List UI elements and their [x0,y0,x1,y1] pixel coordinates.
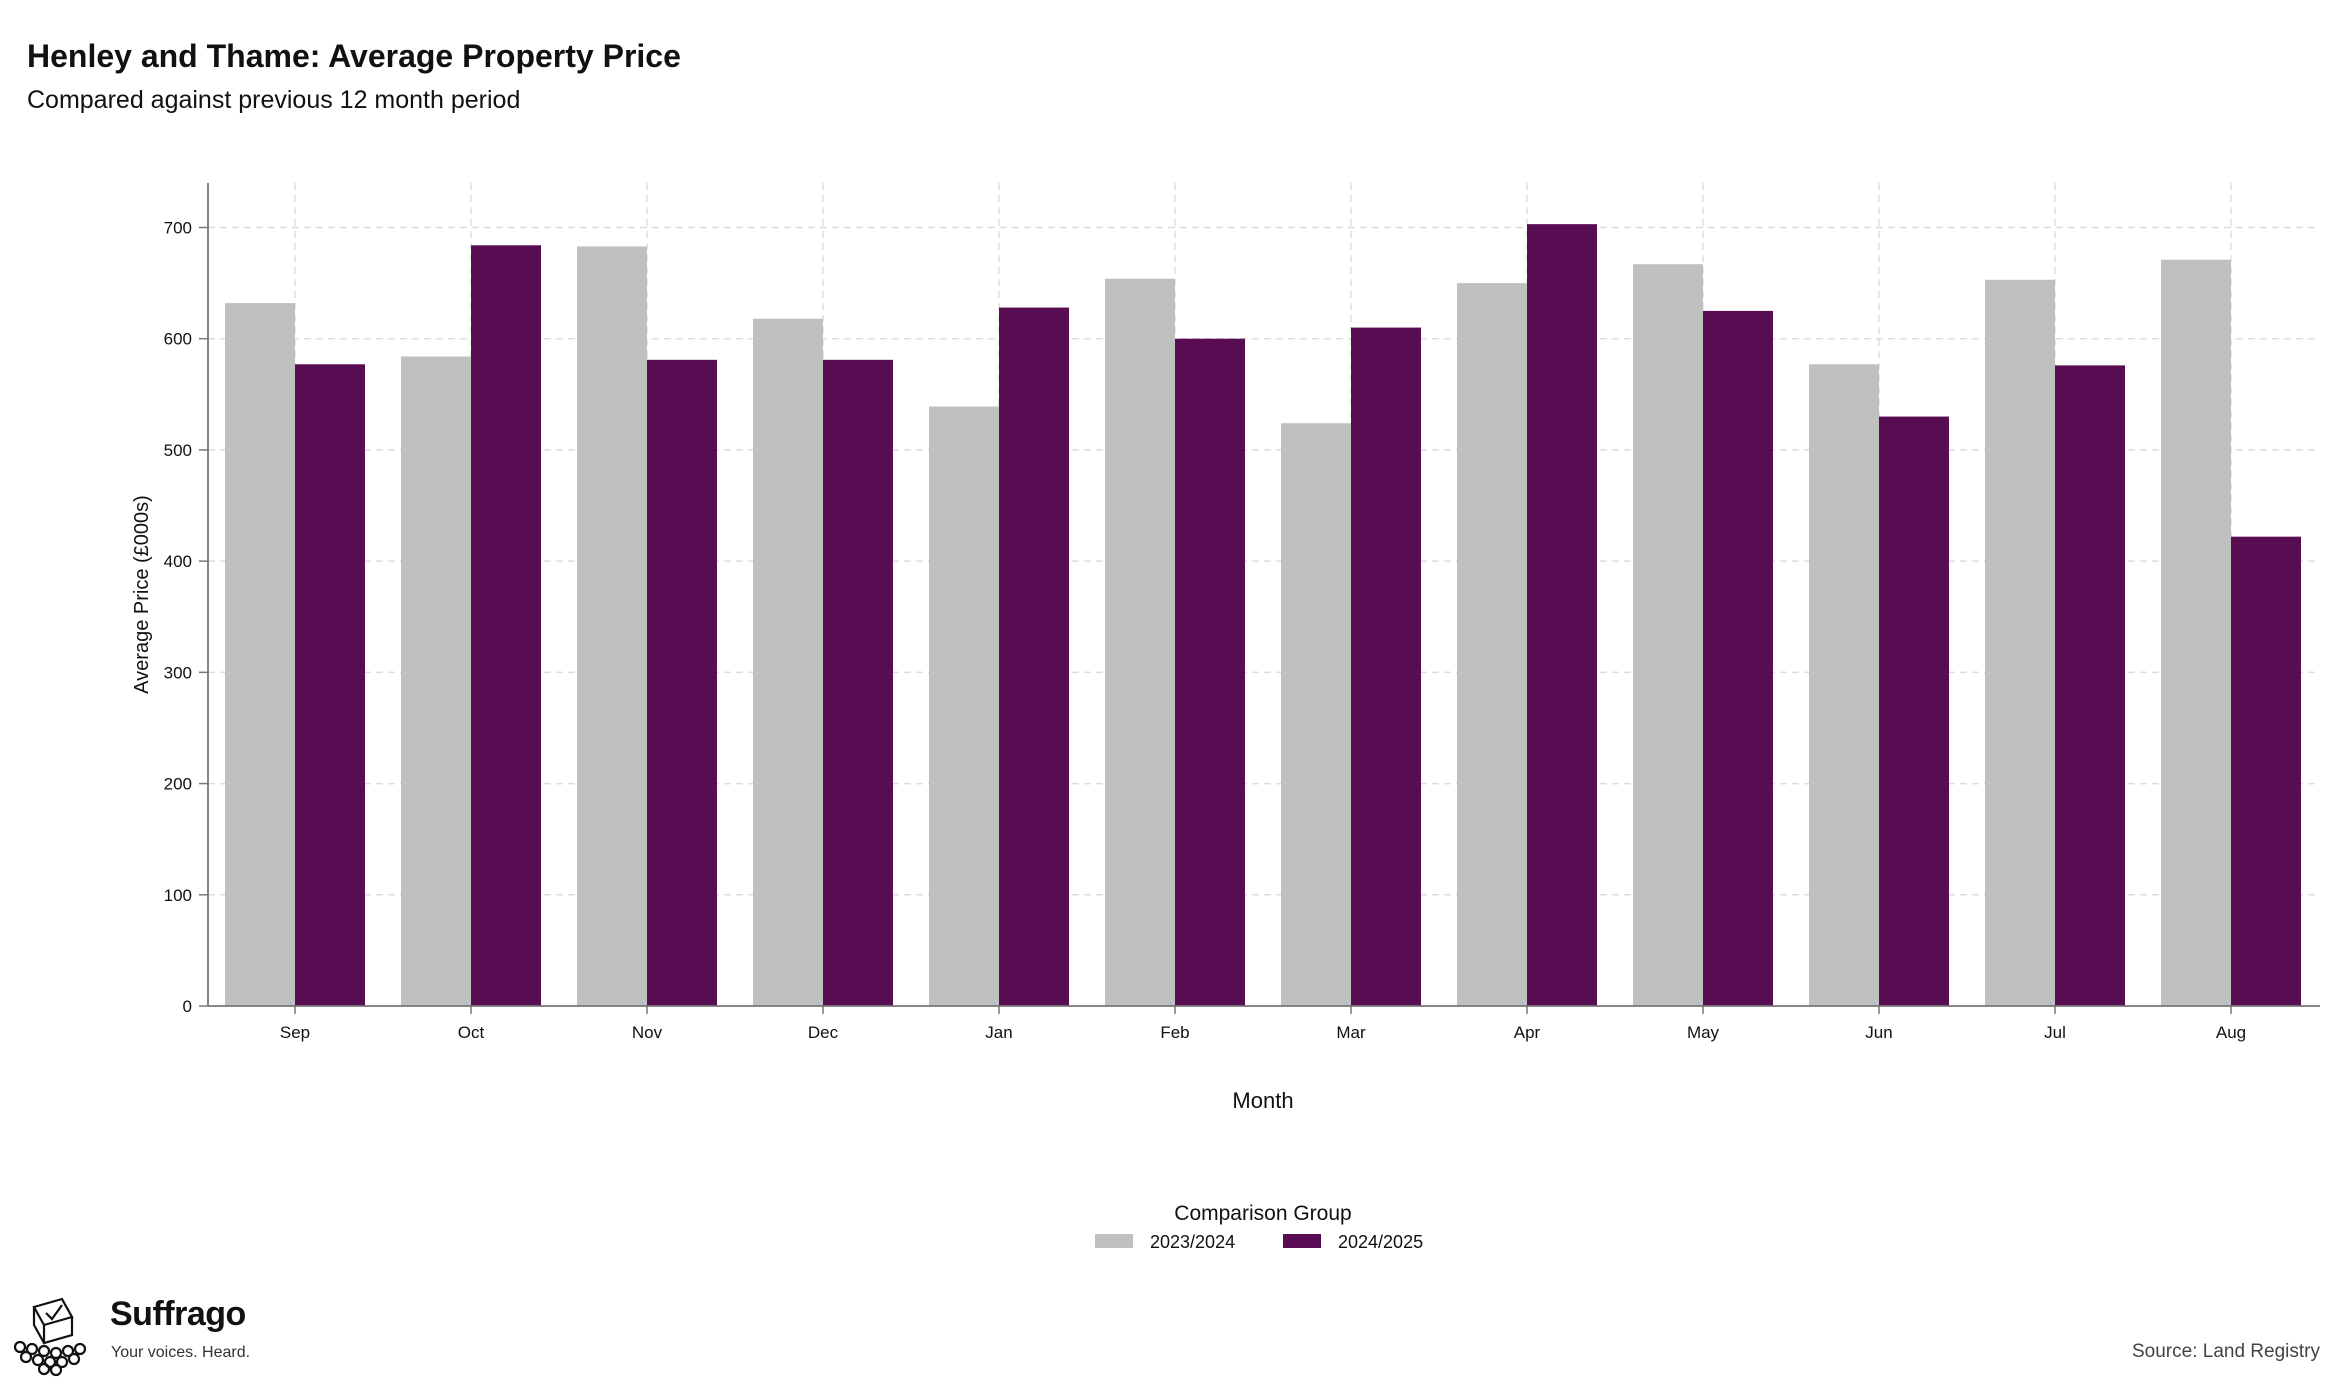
bar-2023-2024-Oct [401,356,471,1006]
x-tick-label: Mar [1336,1023,1366,1042]
axes-layer [199,183,2320,1014]
x-tick-label: May [1687,1023,1720,1042]
bar-2023-2024-May [1633,264,1703,1006]
bar-2024-2025-Oct [471,245,541,1007]
bar-2023-2024-Mar [1281,423,1351,1006]
y-tick-label: 600 [164,330,192,349]
bar-2024-2025-Jun [1879,416,1949,1006]
bar-2023-2024-Jan [929,406,999,1007]
legend-label: 2023/2024 [1150,1232,1235,1252]
x-tick-label: Jul [2044,1023,2066,1042]
y-tick-label: 0 [183,997,192,1016]
brand-tagline: Your voices. Heard. [111,1344,251,1361]
chart-title: Henley and Thame: Average Property Price [27,38,681,74]
x-tick-label: Sep [280,1023,310,1042]
source-note: Source: Land Registry [2132,1341,2320,1362]
bar-2024-2025-Nov [647,359,717,1007]
y-tick-label: 400 [164,552,192,571]
bar-2024-2025-Feb [1175,338,1245,1006]
x-tick-label: Feb [1160,1023,1189,1042]
y-tick-label: 200 [164,775,192,794]
x-tick-label: Dec [808,1023,839,1042]
bar-2023-2024-Nov [577,246,647,1006]
y-tick-label: 300 [164,663,192,682]
legend-title: Comparison Group [1174,1202,1351,1225]
ballot-box-crowd-icon [13,1297,87,1377]
legend-swatch [1283,1234,1321,1248]
bar-2024-2025-Apr [1527,224,1597,1006]
bar-2023-2024-Sep [225,303,295,1006]
x-axis-title: Month [1232,1088,1293,1113]
y-tick-label: 700 [164,218,192,237]
legend-label: 2024/2025 [1338,1232,1423,1252]
chart-subtitle: Compared against previous 12 month perio… [27,86,521,114]
bar-2024-2025-Jul [2055,365,2125,1006]
bar-2023-2024-Apr [1457,283,1527,1006]
bar-2023-2024-Jul [1985,279,2055,1006]
bar-2023-2024-Jun [1809,364,1879,1006]
y-axis-title: Average Price (£000s) [131,495,153,694]
bars-layer [225,224,2301,1007]
bar-2023-2024-Aug [2161,259,2231,1006]
legend-swatch [1095,1234,1133,1248]
bar-chart: 0 100 200 300 400 500 600 700 Sep Oct Nov Dec Jan Feb… [131,183,2320,1252]
suffrago-logo: Suffrago Your voices. Heard. [12,1295,312,1385]
x-tick-label: Apr [1514,1023,1541,1042]
bar-2024-2025-Dec [823,359,893,1007]
labels-layer: 0 100 200 300 400 500 600 700 Sep Oct Nov Dec Jan Feb… [131,218,2246,1113]
bar-2024-2025-Aug [2231,536,2301,1006]
bar-2024-2025-Mar [1351,327,1421,1007]
bar-2024-2025-May [1703,310,1773,1006]
x-tick-label: Nov [632,1023,663,1042]
x-tick-label: Oct [458,1023,485,1042]
x-tick-label: Jan [985,1023,1012,1042]
y-tick-label: 100 [164,886,192,905]
legend: Comparison Group 2023/2024 2024/2025 [1095,1202,1423,1252]
bar-2023-2024-Dec [753,318,823,1006]
x-tick-label: Jun [1865,1023,1892,1042]
y-tick-label: 500 [164,441,192,460]
brand-name: Suffrago [110,1295,246,1333]
x-tick-label: Aug [2216,1023,2246,1042]
bar-2024-2025-Jan [999,307,1069,1007]
bar-2023-2024-Feb [1105,278,1175,1006]
bar-2024-2025-Sep [295,364,365,1006]
